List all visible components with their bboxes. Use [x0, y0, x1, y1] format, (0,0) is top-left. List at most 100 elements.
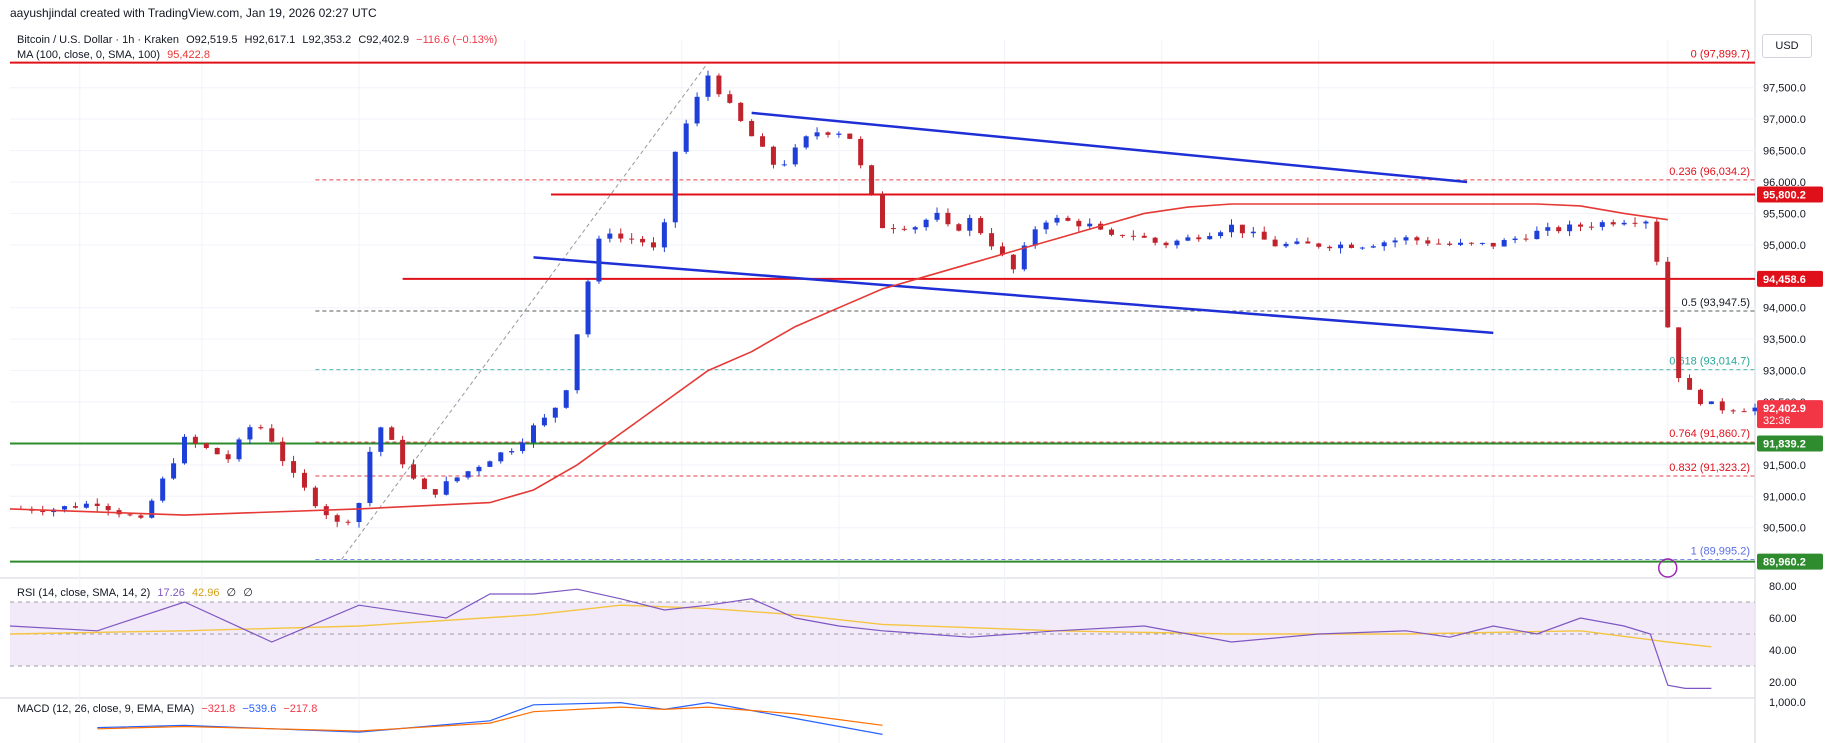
- candle-up: [661, 222, 667, 248]
- candle-down: [716, 75, 722, 95]
- rsi-tick-label: 60.00: [1769, 613, 1797, 625]
- candle-down: [291, 461, 297, 473]
- ma-100-line: [9, 203, 1668, 516]
- candle-up: [607, 233, 613, 239]
- price-tag-label: 92,402.9: [1763, 403, 1806, 415]
- candle-down: [40, 510, 46, 513]
- candle-down: [1010, 254, 1016, 270]
- ma-value: 95,422.8: [167, 49, 210, 61]
- candle-up: [1174, 240, 1180, 246]
- candle-up: [509, 451, 515, 453]
- candle-down: [1163, 242, 1169, 246]
- rsi-value: 17.26: [157, 587, 185, 599]
- candle-down: [1316, 243, 1322, 247]
- candle-up: [1370, 246, 1376, 248]
- price-tag: [1757, 400, 1823, 429]
- candle-down: [1327, 246, 1333, 249]
- candle-down: [738, 102, 744, 121]
- candle-down: [432, 489, 438, 495]
- currency-button[interactable]: USD: [1762, 34, 1812, 58]
- low-value: L92,353.2: [302, 34, 352, 46]
- candle-up: [1752, 407, 1758, 412]
- price-tick-label: 97,000.0: [1763, 114, 1806, 126]
- candle-up: [694, 96, 700, 124]
- candle-down: [945, 212, 951, 225]
- candle-down: [1076, 220, 1082, 227]
- candle-up: [814, 132, 820, 137]
- candle-down: [1556, 227, 1562, 232]
- candle-down: [400, 439, 406, 465]
- candle-up: [1032, 229, 1038, 246]
- candle-down: [1578, 224, 1583, 227]
- price-tick-label: 96,500.0: [1763, 146, 1806, 158]
- candle-up: [967, 218, 973, 231]
- price-tick-label: 96,000.0: [1763, 177, 1806, 189]
- candle-down: [1610, 222, 1616, 225]
- candle-down: [105, 505, 111, 511]
- candle-up: [531, 425, 536, 443]
- candle-down: [749, 120, 755, 137]
- candle-down: [1468, 242, 1474, 244]
- candle-up: [1283, 243, 1289, 247]
- rsi-tick-label: 20.00: [1769, 677, 1797, 689]
- candle-down: [1348, 244, 1354, 248]
- candle-down: [1665, 261, 1671, 328]
- candle-up: [1458, 242, 1464, 245]
- candle-up: [367, 451, 373, 504]
- candle-up: [705, 75, 711, 97]
- price-tick-label: 91,500.0: [1763, 460, 1806, 472]
- price-tick-label: 94,000.0: [1763, 303, 1806, 315]
- candle-up: [247, 427, 253, 440]
- macd-hist-value: −217.8: [283, 703, 318, 715]
- fib-level-label: 1 (89,995.2): [1691, 545, 1750, 557]
- candle-up: [1512, 238, 1518, 241]
- candle-down: [650, 242, 656, 248]
- candle-up: [803, 136, 809, 148]
- candle-down: [1730, 410, 1736, 412]
- candle-up: [171, 463, 177, 479]
- candle-up: [1294, 241, 1300, 244]
- candle-down: [1065, 217, 1071, 221]
- candle-down: [1414, 237, 1420, 241]
- candle-down: [1632, 222, 1638, 224]
- candle-up: [443, 481, 449, 495]
- macd-tick-label: 1,000.0: [1769, 697, 1806, 709]
- candle-down: [1261, 231, 1267, 240]
- candle-up: [552, 407, 558, 418]
- ma-legend: MA (100, close, 0, SMA, 100) 95,422.8: [17, 49, 214, 61]
- candle-down: [127, 514, 133, 516]
- candle-up: [563, 390, 569, 408]
- event-marker-icon: [1658, 558, 1678, 578]
- candle-down: [1141, 235, 1147, 238]
- fib-level-label: 0.618 (93,014.7): [1669, 356, 1750, 368]
- macd-label[interactable]: MACD (12, 26, close, 9, EMA, EMA): [17, 703, 195, 715]
- candle-up: [62, 506, 68, 510]
- symbol-title[interactable]: Bitcoin / U.S. Dollar · 1h · Kraken: [17, 34, 180, 46]
- price-tick-label: 93,000.0: [1763, 366, 1806, 378]
- candle-up: [1403, 237, 1409, 241]
- candle-down: [301, 472, 307, 488]
- candle-down: [890, 228, 896, 230]
- price-tick-label: 95,500.0: [1763, 208, 1806, 220]
- candle-up: [1087, 223, 1093, 227]
- rsi-ma-value: 42.96: [191, 587, 220, 599]
- candle-up: [1359, 247, 1365, 249]
- rsi-line: [9, 588, 1712, 689]
- candle-up: [792, 147, 798, 165]
- candle-down: [880, 193, 885, 229]
- candle-down: [901, 228, 907, 230]
- candle-up: [683, 123, 689, 152]
- candle-down: [1196, 237, 1202, 240]
- candle-up: [574, 334, 580, 391]
- price-tag: [1757, 270, 1823, 287]
- fib-level-label: 0.5 (93,947.5): [1682, 297, 1751, 309]
- ma-label[interactable]: MA (100, close, 0, SMA, 100): [17, 49, 161, 61]
- candle-up: [934, 212, 940, 220]
- candle-down: [1272, 239, 1278, 247]
- price-tag: [1757, 186, 1823, 203]
- fib-anchor-line: [341, 62, 709, 560]
- price-tag: [1757, 553, 1823, 570]
- rsi-label[interactable]: RSI (14, close, SMA, 14, 2): [17, 587, 151, 599]
- candle-up: [1599, 222, 1605, 227]
